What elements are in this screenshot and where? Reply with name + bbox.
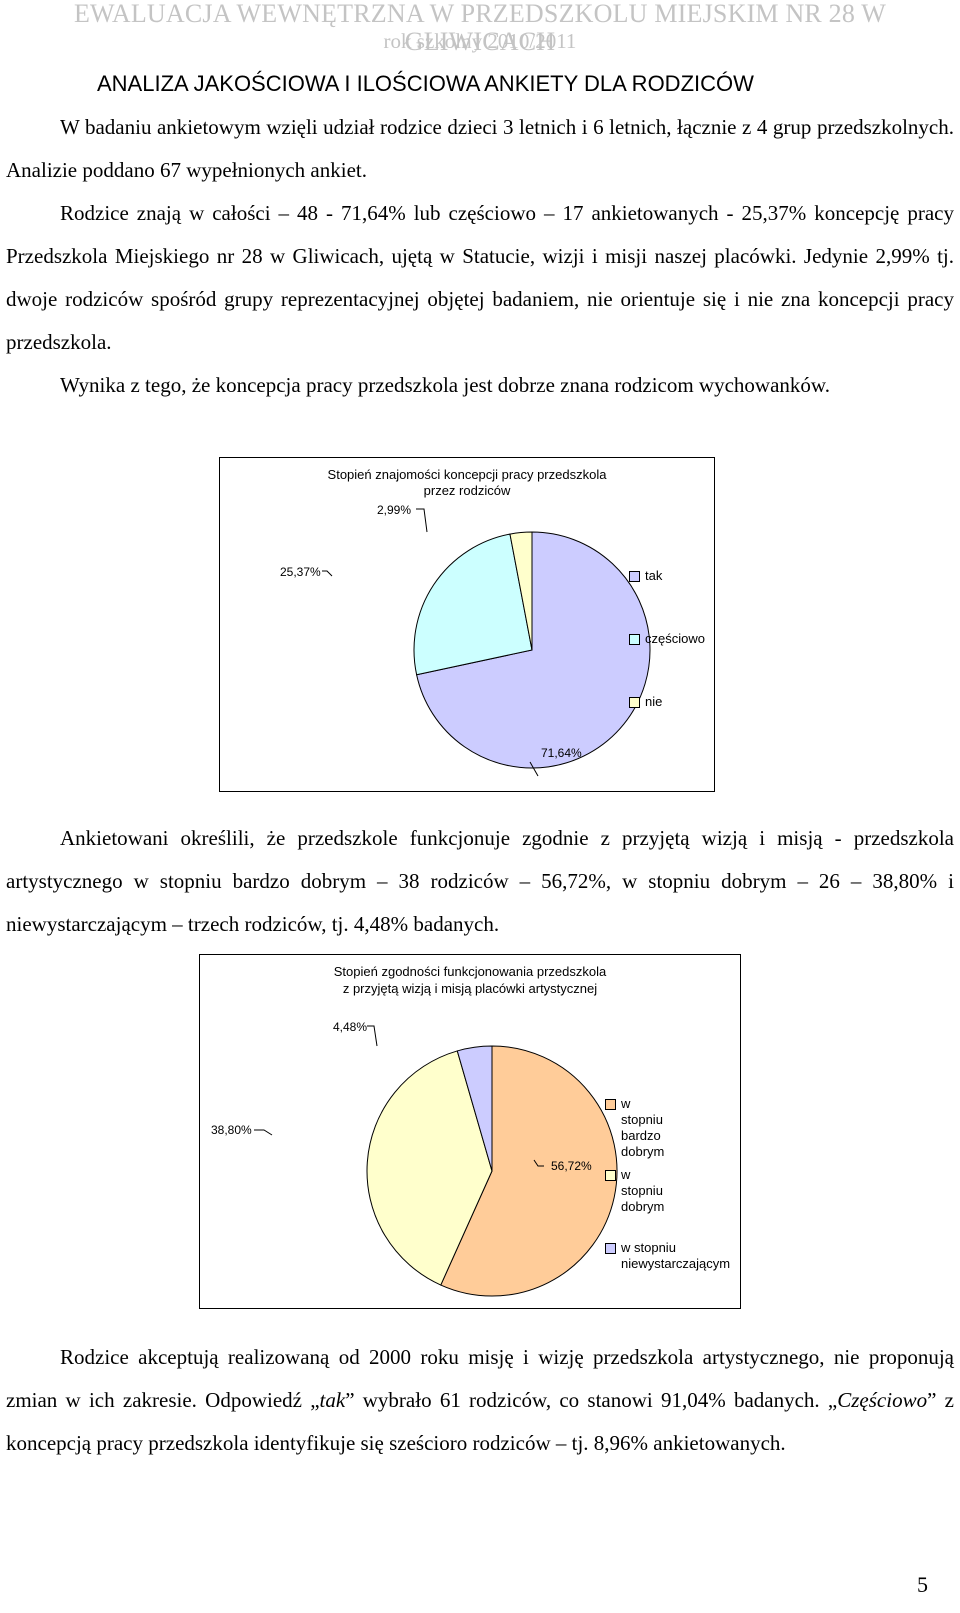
paragraph-vision-compliance: Ankietowani określili, że przedszkole fu… xyxy=(6,826,954,936)
paragraph-conclusion: Wynika z tego, że koncepcja pracy przeds… xyxy=(60,373,830,397)
chart-2-title-line2: z przyjętą wizją i misją placówki artyst… xyxy=(342,981,598,996)
chart-2-leader-line-0 xyxy=(533,1159,544,1167)
chart-2-title-line1: Stopień zgodności funkcjonowania przedsz… xyxy=(333,964,607,979)
legend-swatch xyxy=(629,697,640,708)
chart-1-leader-line-2 xyxy=(416,508,428,533)
chart-1-slice-2 xyxy=(509,531,533,651)
chart-1-leader-line-0 xyxy=(529,761,539,777)
chart-1-label-czesciowo: 25,37% xyxy=(280,565,321,579)
chart-2-leader-line-1 xyxy=(254,1129,273,1136)
paragraph-acceptance: Rodzice akceptują realizowaną od 2000 ro… xyxy=(6,1345,954,1455)
chart-2-label-dobry: 38,80% xyxy=(211,1123,252,1137)
emph-tak: tak xyxy=(319,1388,346,1412)
document-header-year: rok szkolny 2010/2011 xyxy=(383,29,577,53)
legend-swatch xyxy=(605,1170,616,1181)
chart-2-label-niewystarczajacy: 4,48% xyxy=(333,1020,368,1034)
chart-vision-compliance: Stopień zgodności funkcjonowania przedsz… xyxy=(199,954,741,1309)
chart-1-slice-0 xyxy=(416,531,651,769)
chart-concept-knowledge: Stopień znajomości koncepcji pracy przed… xyxy=(219,457,715,792)
legend-swatch xyxy=(605,1099,616,1110)
chart-2-slice-1 xyxy=(366,1050,493,1286)
document-header-title: EWALUACJA WEWNĘTRZNA W PRZEDSZKOLU MIEJS… xyxy=(73,0,887,56)
chart-2-label-bardzo-dobry: 56,72% xyxy=(551,1159,592,1173)
chart-1-slice-1 xyxy=(413,533,533,676)
paragraph-concept-knowledge: Rodzice znają w całości – 48 - 71,64% lu… xyxy=(6,201,954,354)
paragraph-participants: W badaniu ankietowym wzięli udział rodzi… xyxy=(6,115,954,182)
chart-2-slice-0 xyxy=(440,1045,618,1297)
legend-swatch xyxy=(629,571,640,582)
pie-chart-1-canvas xyxy=(322,508,651,777)
chart-2-leader-line-2 xyxy=(367,1025,378,1047)
chart-2-slice-2 xyxy=(456,1045,493,1172)
chart-1-label-tak: 71,64% xyxy=(541,746,582,760)
legend-swatch xyxy=(629,634,640,645)
section-heading: ANALIZA JAKOŚCIOWA I ILOŚCIOWA ANKIETY D… xyxy=(97,71,754,96)
chart-1-label-nie: 2,99% xyxy=(377,503,412,517)
chart-1-leader-line-1 xyxy=(322,570,333,577)
chart-1-title-line1: Stopień znajomości koncepcji pracy przed… xyxy=(327,467,607,482)
page-number: 5 xyxy=(917,1572,928,1597)
pie-chart-2-canvas xyxy=(254,1025,618,1297)
emph-czesciowo: Częściowo xyxy=(837,1388,928,1412)
legend-swatch xyxy=(605,1243,616,1254)
chart-1-title-line2: przez rodziców xyxy=(423,483,511,498)
